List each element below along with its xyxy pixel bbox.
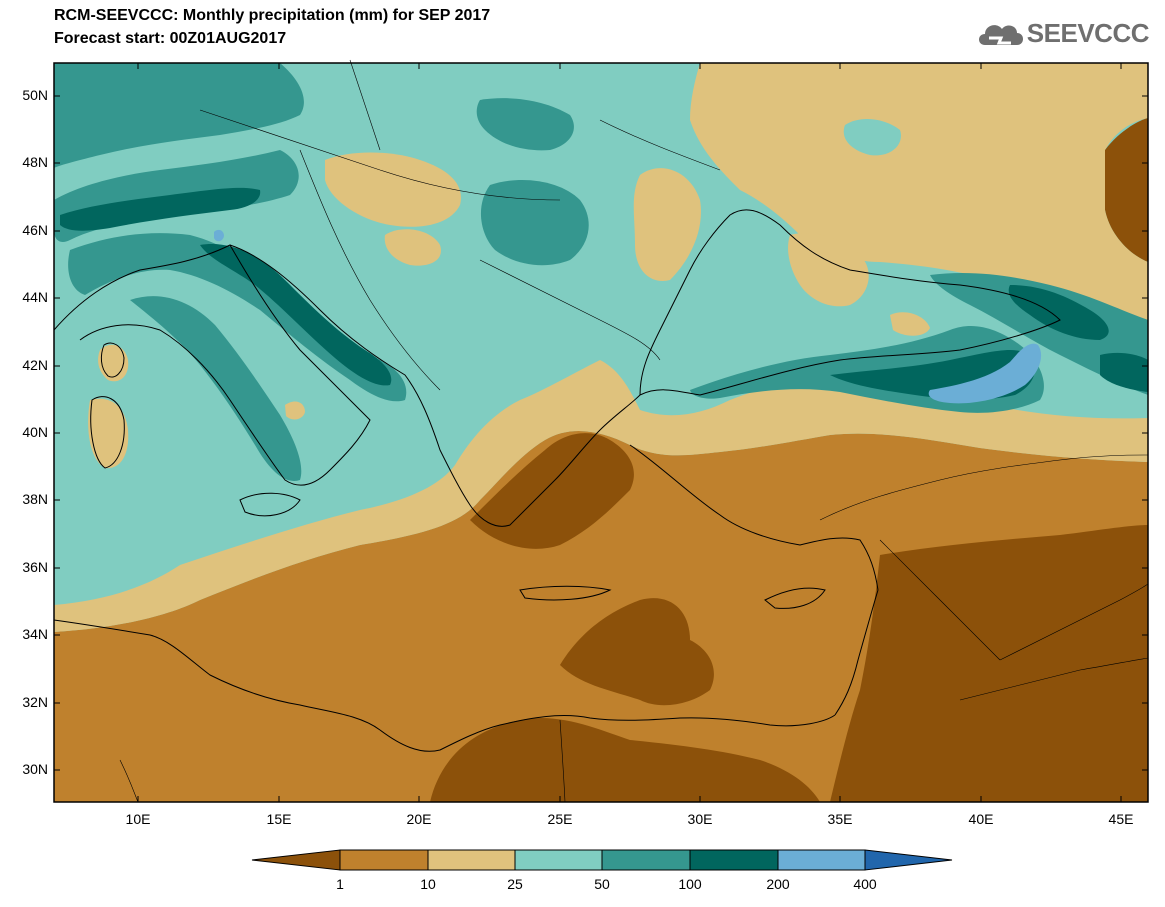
colorbar-swatch-25-50 bbox=[514, 849, 603, 871]
lon-ticks bbox=[137, 63, 1122, 802]
precip-region-1-10-southeast bbox=[830, 525, 1148, 802]
colorbar-label: 100 bbox=[678, 876, 702, 892]
precip-region-25-50-tyrrhenian bbox=[285, 401, 305, 420]
lat-label: 32N bbox=[22, 694, 48, 710]
lat-label: 44N bbox=[22, 289, 48, 305]
precip-region-50-100-poland bbox=[476, 98, 574, 151]
border-3 bbox=[479, 259, 661, 361]
lat-label: 34N bbox=[22, 626, 48, 642]
colorbar-swatch-10-25 bbox=[427, 849, 516, 871]
precip-region-25-50-sardinia bbox=[88, 398, 129, 469]
precip-region-100-200-alps bbox=[60, 187, 261, 231]
precip-region-100-200-georgia bbox=[1008, 285, 1109, 340]
border-1 bbox=[199, 109, 561, 201]
coast-sardinia bbox=[90, 396, 125, 469]
border-10 bbox=[599, 119, 721, 171]
colorbar-swatch-lt1 bbox=[251, 849, 341, 871]
lon-label: 15E bbox=[266, 811, 292, 827]
lat-label: 50N bbox=[22, 87, 48, 103]
colorbar-label: 1 bbox=[336, 876, 344, 892]
lat-label: 36N bbox=[22, 559, 48, 575]
precip-region-200-400-core bbox=[928, 343, 1042, 404]
border-6 bbox=[999, 583, 1149, 661]
coast-balkans bbox=[229, 244, 641, 527]
coastlines bbox=[53, 209, 1061, 752]
colorbar bbox=[251, 849, 953, 871]
precip-region-50-100-italy bbox=[130, 296, 302, 481]
seevccc-logo: SEEVCCC bbox=[975, 18, 1150, 49]
coast-turkey-south bbox=[629, 444, 879, 591]
precip-region-25-50-hungary bbox=[325, 152, 461, 227]
lon-label: 35E bbox=[827, 811, 853, 827]
lon-label: 10E bbox=[125, 811, 151, 827]
borders bbox=[119, 59, 1149, 803]
coast-africa bbox=[53, 619, 836, 752]
precip-region-50-100-north bbox=[54, 63, 304, 168]
logo-text: SEEVCCC bbox=[1026, 18, 1150, 48]
border-9 bbox=[119, 759, 139, 803]
precip-region-100-200-croatia bbox=[200, 244, 392, 386]
map-title: RCM-SEEVCCC: Monthly precipitation (mm) … bbox=[54, 7, 491, 24]
border-7 bbox=[959, 657, 1149, 701]
lat-label: 48N bbox=[22, 154, 48, 170]
precip-region-25-50-romania bbox=[633, 168, 701, 281]
colorbar-label: 400 bbox=[853, 876, 877, 892]
lat-ticks bbox=[54, 95, 1148, 771]
lat-label: 42N bbox=[22, 357, 48, 373]
colorbar-label: 50 bbox=[594, 876, 610, 892]
precip-region-50-100-carpathians bbox=[480, 180, 589, 266]
border-11 bbox=[349, 59, 381, 151]
lat-label: 30N bbox=[22, 761, 48, 777]
coast-levant bbox=[834, 589, 879, 716]
lon-label: 20E bbox=[406, 811, 432, 827]
coast-black-sea bbox=[639, 209, 1061, 396]
precip-region-100-200-east bbox=[1100, 352, 1148, 392]
precip-region-1-10-east bbox=[1105, 118, 1148, 262]
precip-region-1-10-greece bbox=[470, 433, 634, 549]
lon-label: 40E bbox=[968, 811, 994, 827]
precip-region-25-50-band bbox=[54, 360, 1148, 632]
precip-region-1-10-egypt bbox=[430, 718, 820, 802]
colorbar-label: 10 bbox=[420, 876, 436, 892]
coast-corsica bbox=[100, 342, 125, 378]
map-panel bbox=[53, 59, 1149, 803]
precip-region-50-100-georgia bbox=[930, 273, 1148, 395]
colorbar-swatch-200-400 bbox=[777, 849, 866, 871]
coast-italy bbox=[53, 244, 371, 486]
border-5 bbox=[879, 539, 1001, 661]
precip-region-50-100-adriatic bbox=[68, 233, 407, 402]
precip-region-25-50-ukraine bbox=[690, 63, 1148, 330]
border-8 bbox=[559, 719, 566, 803]
border-2 bbox=[299, 149, 441, 391]
colorbar-swatch-gt400 bbox=[864, 849, 953, 871]
precip-region-25-50-corsica bbox=[98, 344, 129, 382]
colorbar-swatch-1-10 bbox=[339, 849, 429, 871]
cloud-icon bbox=[978, 24, 1023, 45]
precip-region-25-50-crimea bbox=[788, 232, 869, 307]
lat-label: 40N bbox=[22, 424, 48, 440]
precip-region-25-50-serbia bbox=[384, 229, 441, 266]
lon-label: 25E bbox=[547, 811, 573, 827]
precip-region-25-50-black-sea-patch bbox=[890, 312, 930, 336]
coast-cyprus bbox=[764, 587, 826, 609]
precip-region-50-100-ukraine-patch bbox=[843, 118, 901, 156]
colorbar-swatch-50-100 bbox=[601, 849, 691, 871]
lon-label: 30E bbox=[687, 811, 713, 827]
colorbar-swatch-100-200 bbox=[689, 849, 779, 871]
border-4 bbox=[819, 454, 1149, 521]
precip-region-1-10-central bbox=[560, 598, 714, 706]
lat-label: 38N bbox=[22, 491, 48, 507]
colorbar-label: 200 bbox=[766, 876, 790, 892]
lon-label: 45E bbox=[1108, 811, 1134, 827]
precip-region-200-400-adriatic bbox=[214, 229, 224, 242]
colorbar-label: 25 bbox=[507, 876, 523, 892]
forecast-start-subtitle: Forecast start: 00Z01AUG2017 bbox=[54, 30, 287, 47]
coast-sicily bbox=[239, 492, 301, 517]
lat-label: 46N bbox=[22, 222, 48, 238]
coast-crete bbox=[519, 585, 612, 601]
